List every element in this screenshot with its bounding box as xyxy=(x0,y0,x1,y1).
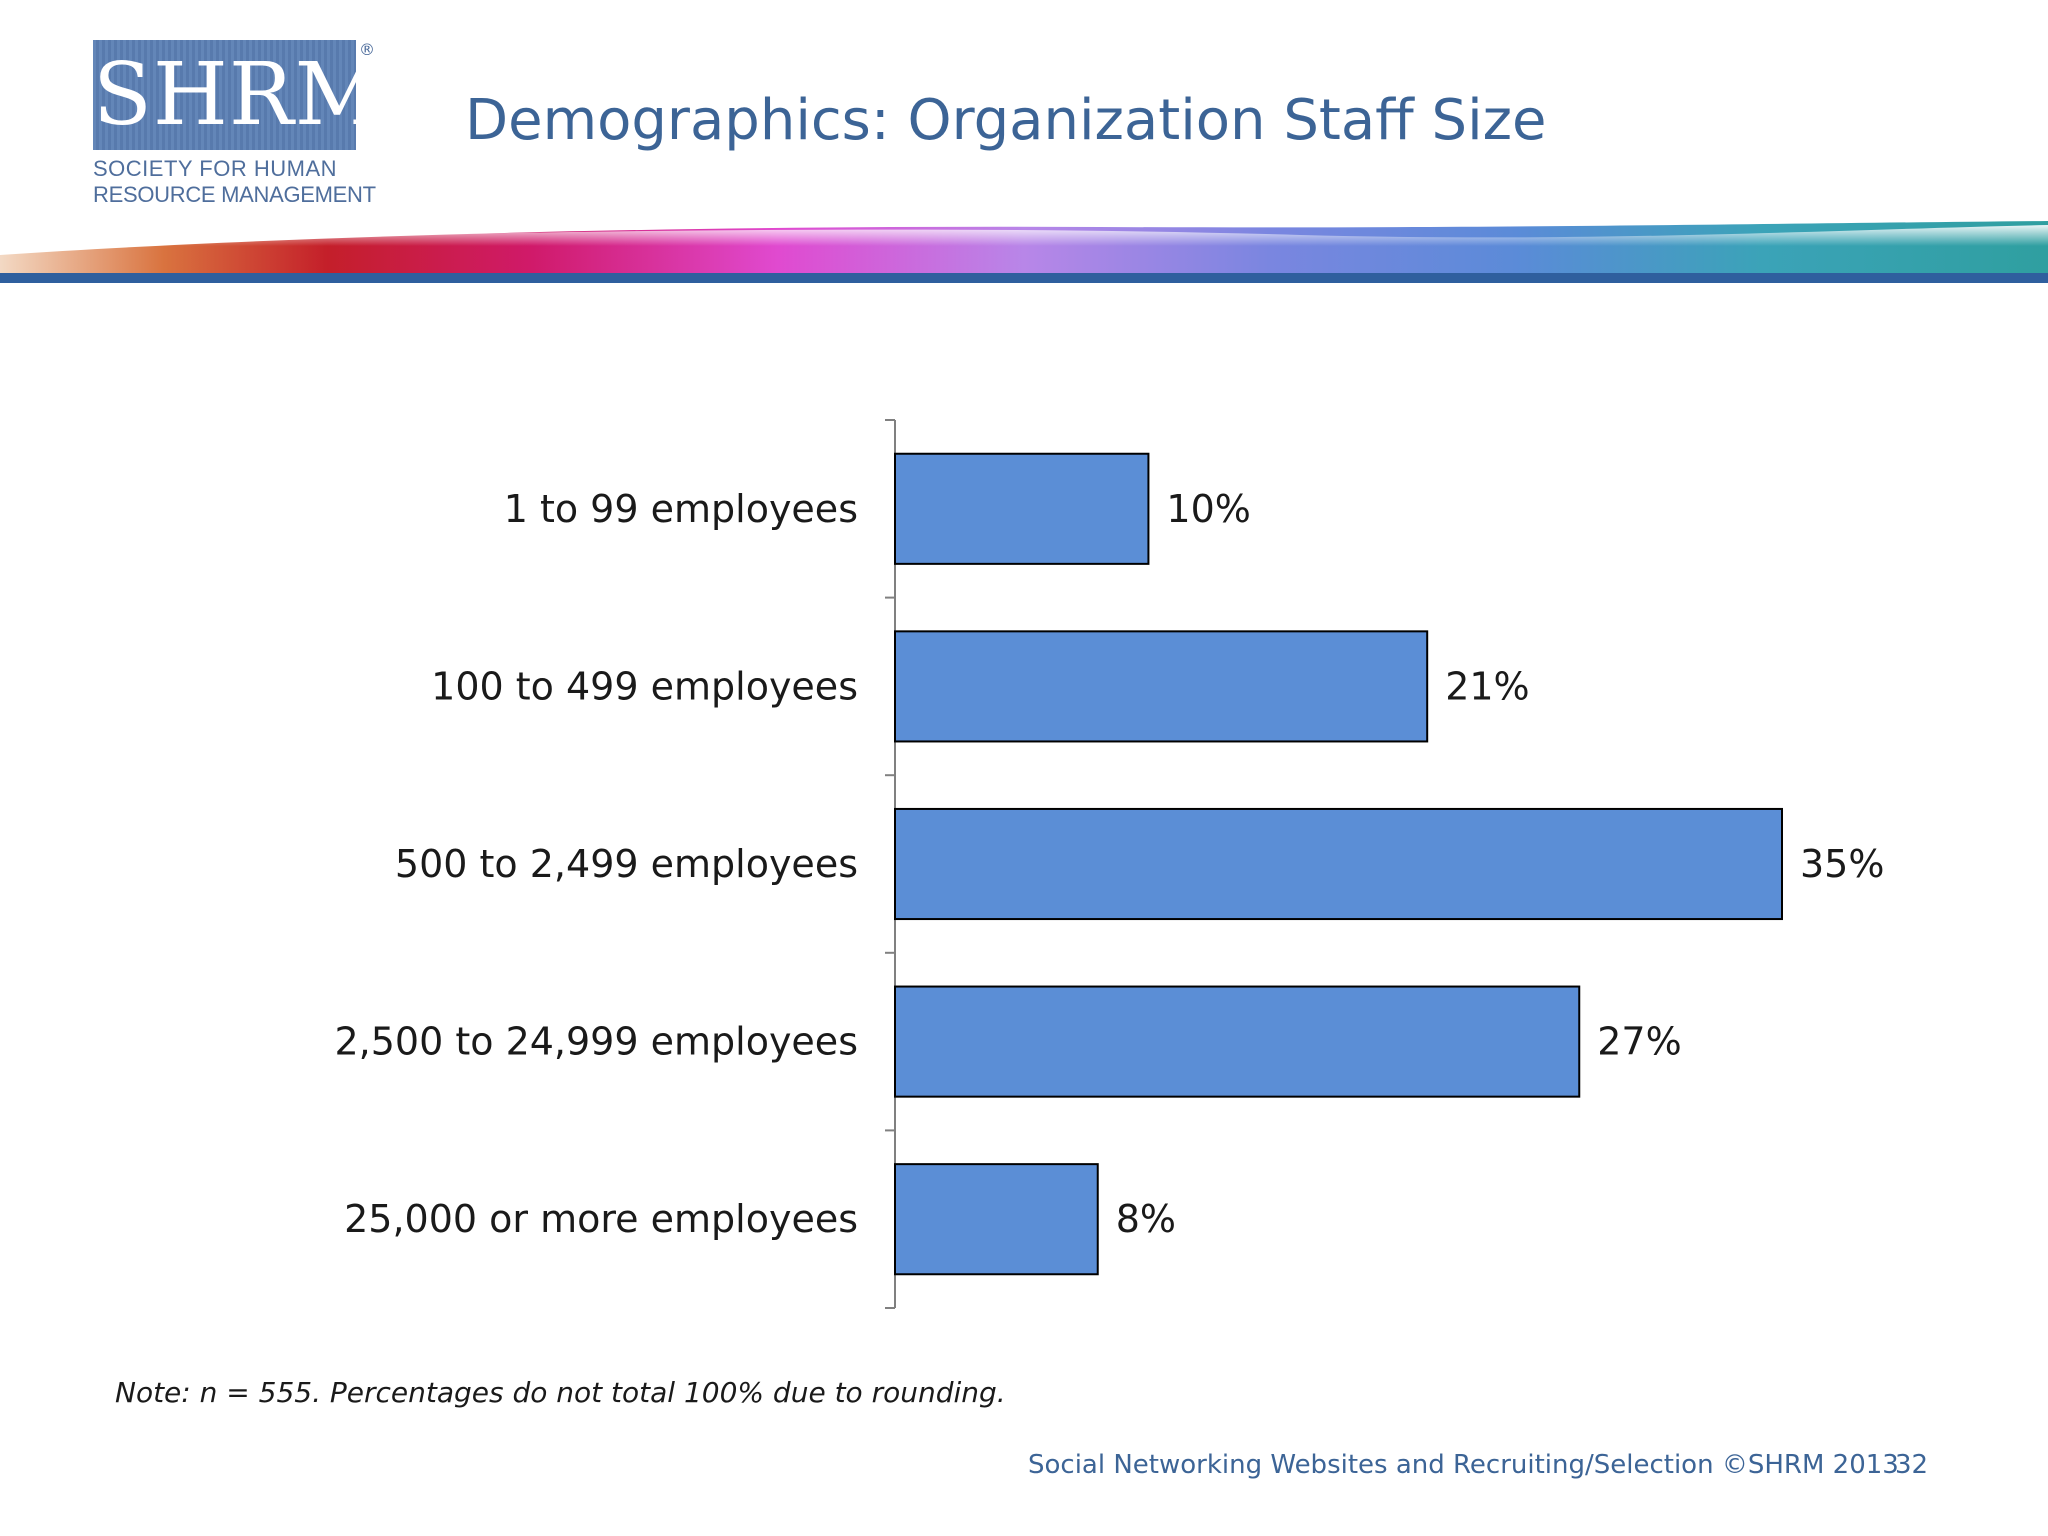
page-title: Demographics: Organization Staff Size xyxy=(465,88,1547,153)
footer-text: Social Networking Websites and Recruitin… xyxy=(1028,1450,1899,1480)
category-label: 2,500 to 24,999 employees xyxy=(334,1020,858,1064)
category-label: 25,000 or more employees xyxy=(344,1197,858,1241)
bar xyxy=(894,452,1150,565)
shrm-logo: SHRM ® SOCIETY FOR HUMAN RESOURCE MANAGE… xyxy=(93,40,378,210)
logo-letters: SHRM xyxy=(93,45,356,145)
category-label: 100 to 499 employees xyxy=(431,664,858,708)
decorative-banner xyxy=(0,221,2048,283)
value-label: 21% xyxy=(1445,664,1529,708)
logo-box: SHRM xyxy=(93,40,356,150)
category-label: 1 to 99 employees xyxy=(504,487,858,531)
registered-mark: ® xyxy=(359,40,375,59)
bar xyxy=(894,630,1429,743)
value-label: 35% xyxy=(1800,842,1884,886)
page-number: 32 xyxy=(1895,1450,1929,1480)
bar xyxy=(894,1163,1099,1276)
category-label: 500 to 2,499 employees xyxy=(395,842,858,886)
chart-note: Note: n = 555. Percentages do not total … xyxy=(115,1376,1006,1409)
value-label: 8% xyxy=(1116,1197,1176,1241)
logo-tagline-1: SOCIETY FOR HUMAN xyxy=(93,156,338,181)
value-label: 27% xyxy=(1597,1020,1681,1064)
bar xyxy=(894,807,1783,921)
value-label: 10% xyxy=(1166,487,1250,531)
logo-tagline-2: RESOURCE MANAGEMENT xyxy=(93,182,376,207)
bar xyxy=(894,985,1581,1098)
